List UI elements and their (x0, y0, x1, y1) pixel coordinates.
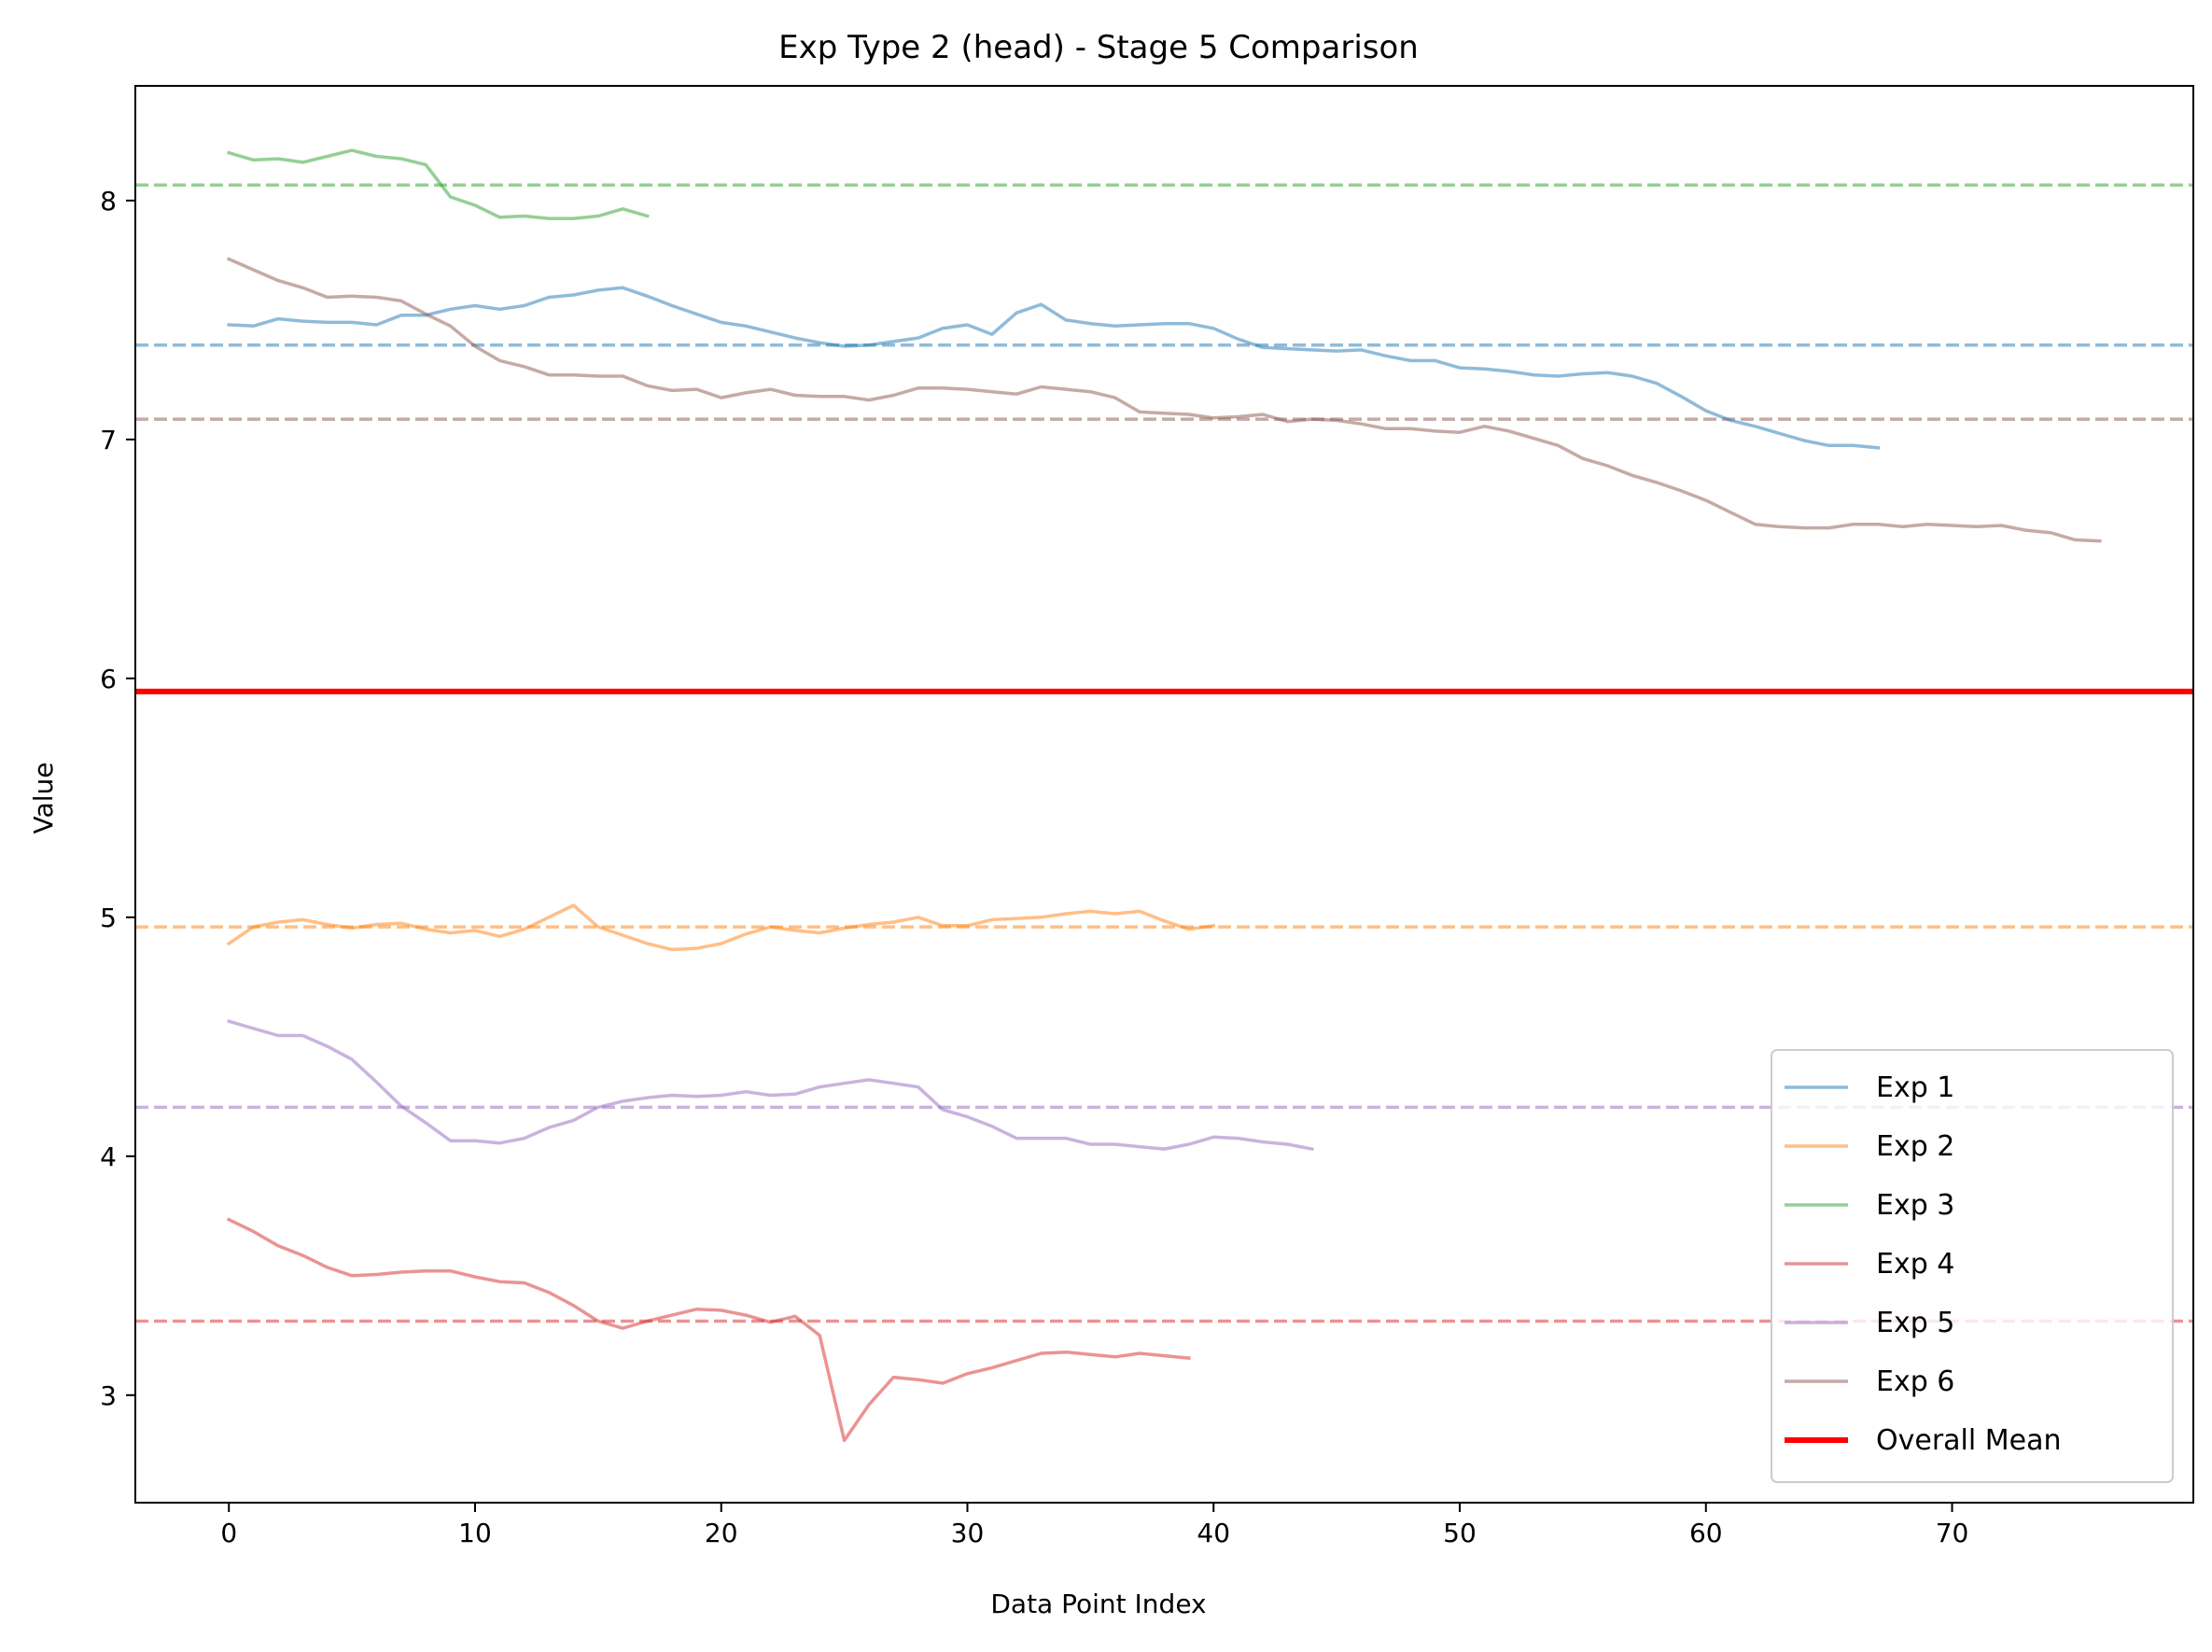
series-line-exp-4 (226, 1217, 1191, 1443)
y-tick-label: 6 (100, 664, 117, 694)
y-tick-label: 4 (100, 1141, 117, 1172)
legend-box (1771, 1049, 2174, 1483)
legend-label: Exp 1 (1876, 1071, 1954, 1104)
x-tick-label: 40 (1197, 1518, 1230, 1548)
x-tick-label: 30 (951, 1518, 985, 1548)
legend-label: Exp 5 (1876, 1307, 1954, 1339)
x-tick-label: 70 (1936, 1518, 1969, 1548)
series-line-exp-2 (226, 903, 1216, 952)
series-group (135, 148, 2193, 1443)
series-line-exp-3 (227, 148, 650, 220)
x-tick-label: 60 (1689, 1518, 1723, 1548)
x-axis-label: Data Point Index (990, 1589, 1206, 1619)
x-tick-label: 10 (458, 1518, 492, 1548)
chart-title: Exp Type 2 (head) - Stage 5 Comparison (778, 29, 1419, 66)
series-line-exp-6 (226, 257, 2102, 543)
legend-label: Exp 6 (1876, 1365, 1954, 1398)
series-line-exp-5 (227, 1019, 1314, 1152)
plot-area: 0 10 20 30 40 50 60 70 3 4 5 6 7 8 (100, 85, 2194, 1548)
x-tick-label: 0 (220, 1518, 237, 1548)
legend-label: Exp 4 (1876, 1248, 1954, 1281)
legend-label: Exp 3 (1876, 1189, 1954, 1222)
legend-label: Exp 2 (1876, 1130, 1954, 1163)
legend: Exp 1 Exp 2 Exp 3 Exp 4 Exp 5 Exp 6 Overall Me… (1771, 1049, 2174, 1483)
plot-frame (134, 85, 2194, 1504)
series-line-exp-1 (227, 286, 1881, 450)
y-tick-label: 7 (100, 425, 117, 455)
legend-label: Overall Mean (1876, 1424, 2062, 1457)
x-tick-label: 50 (1443, 1518, 1477, 1548)
y-tick-label: 3 (100, 1380, 117, 1411)
y-axis-label: Value (28, 763, 59, 834)
y-tick-label: 8 (100, 186, 117, 217)
y-tick-label: 5 (100, 903, 117, 933)
x-tick-label: 20 (705, 1518, 738, 1548)
